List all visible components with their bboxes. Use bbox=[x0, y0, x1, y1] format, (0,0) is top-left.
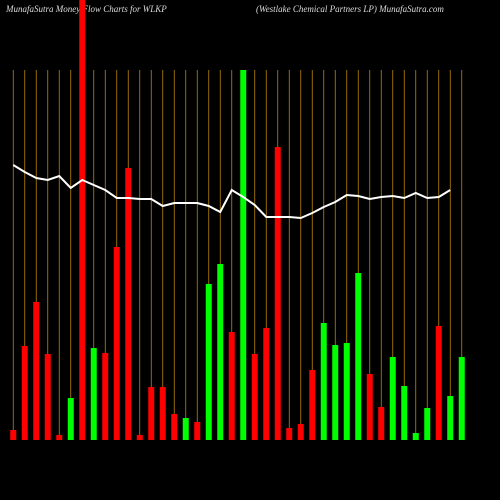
bar bbox=[320, 323, 327, 440]
bar bbox=[125, 168, 132, 440]
bar bbox=[90, 348, 97, 440]
bar bbox=[56, 435, 63, 440]
bar bbox=[412, 433, 419, 440]
bar bbox=[171, 414, 178, 440]
money-flow-line bbox=[12, 164, 451, 220]
bar bbox=[148, 387, 155, 440]
bar bbox=[217, 264, 224, 440]
bar bbox=[136, 435, 143, 440]
bar bbox=[240, 70, 247, 440]
bar bbox=[355, 273, 362, 440]
bar bbox=[33, 302, 40, 440]
bar bbox=[378, 407, 385, 440]
bar bbox=[401, 386, 408, 440]
bar bbox=[79, 0, 86, 440]
bar bbox=[435, 326, 442, 440]
bar bbox=[194, 422, 201, 440]
bar bbox=[263, 328, 270, 440]
bar bbox=[182, 418, 189, 440]
bar bbox=[274, 147, 281, 440]
bar bbox=[44, 354, 51, 440]
bar bbox=[159, 387, 166, 440]
bar bbox=[251, 354, 258, 440]
bar bbox=[332, 345, 339, 440]
bar bbox=[458, 357, 465, 440]
bar bbox=[10, 430, 17, 440]
bar bbox=[297, 424, 304, 440]
bar bbox=[343, 343, 350, 440]
chart-title: MunafaSutra Money Flow Charts for WLKP bbox=[5, 4, 167, 14]
bar bbox=[389, 357, 396, 440]
bar bbox=[21, 346, 28, 440]
bar bbox=[67, 398, 74, 440]
bar bbox=[424, 408, 431, 440]
bar bbox=[113, 247, 120, 440]
bar bbox=[228, 332, 235, 440]
chart-subtitle: (Westlake Chemical Partners LP) MunafaSu… bbox=[256, 4, 444, 14]
bar bbox=[205, 284, 212, 440]
bar bbox=[309, 370, 316, 440]
bar bbox=[366, 374, 373, 440]
bar bbox=[286, 428, 293, 440]
bar bbox=[102, 353, 109, 440]
bar bbox=[447, 396, 454, 440]
